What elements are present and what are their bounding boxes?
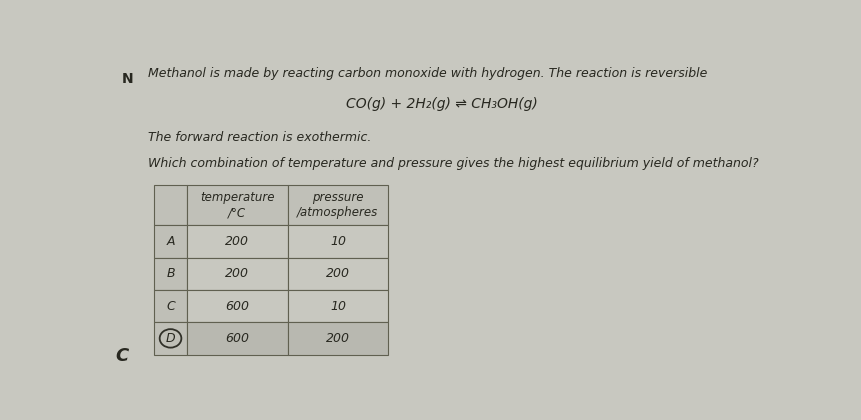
Text: D: D [165, 332, 175, 345]
Text: The forward reaction is exothermic.: The forward reaction is exothermic. [148, 131, 371, 144]
Bar [154, 290, 187, 322]
Text: 10: 10 [330, 235, 345, 248]
Bar [154, 225, 187, 257]
Bar [187, 290, 288, 322]
Text: 10: 10 [330, 299, 345, 312]
Bar [187, 322, 288, 354]
Text: B: B [166, 267, 175, 280]
Text: Methanol is made by reacting carbon monoxide with hydrogen. The reaction is reve: Methanol is made by reacting carbon mono… [148, 67, 707, 80]
Bar [154, 257, 187, 290]
Text: 200: 200 [225, 267, 249, 280]
Bar [288, 290, 387, 322]
Bar [187, 257, 288, 290]
Bar [187, 185, 288, 225]
Text: C: C [115, 346, 128, 365]
Bar [288, 257, 387, 290]
Text: 200: 200 [225, 235, 249, 248]
Text: 600: 600 [225, 332, 249, 345]
Bar [154, 185, 187, 225]
Text: 600: 600 [225, 299, 249, 312]
Bar [154, 322, 187, 354]
Text: temperature
/°C: temperature /°C [200, 191, 274, 219]
Bar [288, 185, 387, 225]
Text: 200: 200 [325, 332, 350, 345]
Bar [288, 322, 387, 354]
Text: C: C [166, 299, 175, 312]
Bar [288, 225, 387, 257]
Text: A: A [166, 235, 175, 248]
Text: CO(g) + 2H₂(g) ⇌ CH₃OH(g): CO(g) + 2H₂(g) ⇌ CH₃OH(g) [345, 97, 537, 110]
Text: Which combination of temperature and pressure gives the highest equilibrium yiel: Which combination of temperature and pre… [148, 157, 758, 170]
Text: 200: 200 [325, 267, 350, 280]
Bar [187, 225, 288, 257]
Text: N: N [121, 72, 133, 86]
Text: pressure
/atmospheres: pressure /atmospheres [297, 191, 378, 219]
